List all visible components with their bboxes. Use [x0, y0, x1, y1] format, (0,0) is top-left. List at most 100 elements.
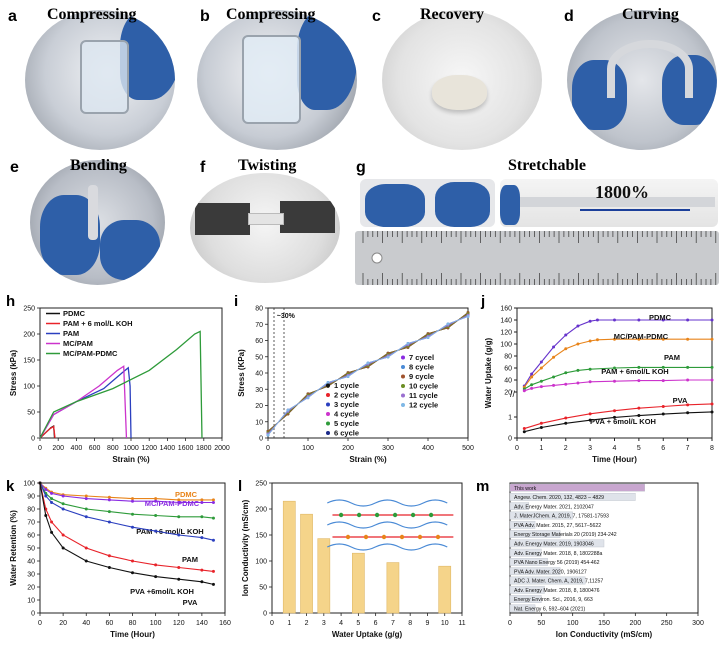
series-line — [267, 316, 469, 436]
legend-entry: PAM + 6 mol/L KOH — [63, 319, 133, 328]
data-point — [84, 494, 88, 498]
panel-title: Compressing — [47, 6, 137, 23]
data-point — [154, 563, 158, 567]
series-line — [267, 316, 469, 436]
panel-title: Bending — [70, 157, 127, 174]
polymer-chain — [327, 543, 448, 551]
legend-swatch — [401, 355, 405, 360]
legend-entry: 12 cycle — [409, 401, 438, 410]
polymer-chain — [327, 521, 448, 529]
data-point — [588, 418, 592, 422]
x-tick-label: 1 — [539, 445, 543, 452]
x-tick-label: 120 — [173, 620, 185, 627]
bar — [352, 552, 365, 614]
y-tick-label: 250 — [23, 306, 35, 313]
bar-label: PVA Adv. Mater. 2015, 27, 5617–5622 — [514, 523, 601, 529]
y-axis-label: Stress (KPa) — [237, 349, 246, 397]
data-point — [539, 426, 543, 429]
y-tick-label: 20 — [27, 585, 35, 592]
stretch-underline — [580, 209, 690, 211]
data-point — [710, 318, 714, 322]
y-tick-label: 80 — [504, 354, 512, 361]
series-line — [267, 314, 469, 435]
panel-letter: k — [6, 478, 15, 495]
data-point — [177, 533, 181, 537]
twisted-gel — [248, 213, 284, 225]
y-axis-label: Water Retention (%) — [9, 510, 18, 586]
data-point — [613, 409, 616, 413]
data-point — [564, 421, 568, 425]
data-point — [522, 430, 526, 434]
data-point — [637, 379, 641, 383]
data-point — [530, 375, 534, 379]
bar-label: J. MaterJChem. A, 2019, 7, 17581-17593 — [514, 514, 609, 520]
data-point — [552, 345, 556, 349]
panel-title: Stretchable — [508, 157, 586, 174]
y-tick-label: 40 — [27, 559, 35, 566]
bar — [317, 538, 331, 614]
x-tick-label: 100 — [150, 620, 162, 627]
legend-entry: 3 cycle — [334, 400, 359, 409]
x-tick-label: 7 — [391, 620, 395, 627]
legend-entry: 4 cycle — [334, 410, 359, 419]
y-tick-label: 60 — [27, 533, 35, 540]
y-tick-label: 0 — [508, 436, 512, 443]
data-point — [107, 554, 111, 558]
bar — [509, 585, 545, 594]
data-point — [710, 402, 714, 406]
series-label: PAM + 6mol/L KOH — [601, 367, 668, 376]
bar — [509, 558, 548, 566]
ruler-body — [355, 231, 719, 285]
x-tick-label: 5 — [637, 445, 641, 452]
y-tick-label: 80 — [255, 306, 263, 313]
data-point — [564, 333, 568, 337]
x-tick-label: 200 — [52, 445, 64, 452]
x-tick-label: 150 — [598, 620, 610, 627]
bar — [509, 539, 605, 548]
data-point — [211, 516, 215, 520]
x-tick-label: 10 — [441, 620, 449, 627]
data-point — [552, 383, 556, 387]
legend-entry: PDMC — [63, 309, 86, 318]
series-line — [267, 314, 469, 435]
data-point — [613, 318, 616, 322]
y-tick-label: 50 — [255, 354, 263, 361]
panel-title: Recovery — [420, 6, 484, 23]
x-axis-label: Ion Conductivity (mS/cm) — [556, 630, 653, 639]
data-point — [61, 546, 65, 550]
data-point — [539, 379, 543, 383]
x-tick-label: 3 — [322, 620, 326, 627]
panel-letter: j — [480, 293, 485, 310]
gloved-hand — [120, 10, 175, 100]
x-tick-label: 1200 — [141, 445, 157, 452]
data-point — [211, 501, 215, 504]
y-tick-label: 100 — [23, 384, 35, 391]
x-axis-label: Strain (%) — [112, 455, 150, 464]
data-point — [44, 514, 48, 517]
data-point — [686, 318, 690, 322]
x-tick-label: 5 — [356, 620, 360, 627]
data-point — [84, 515, 88, 519]
data-point — [564, 371, 568, 375]
bar-label: PVA Adv. Mater. 2020, 1906127 — [514, 569, 587, 575]
series-label: PDMC — [175, 490, 198, 499]
bar-label: ADC J. Mater. Chem. A, 2019, 7,11257 — [514, 579, 603, 585]
data-point — [177, 515, 181, 519]
bar — [509, 604, 536, 613]
legend-entry: 7 cycel — [409, 353, 434, 362]
panel-e: e Bending — [0, 155, 180, 285]
data-point — [107, 498, 111, 502]
data-point — [588, 319, 592, 323]
data-point — [84, 507, 88, 511]
x-axis-label: Strain (%) — [349, 455, 387, 464]
y-tick-label: 100 — [500, 342, 512, 349]
ion-dot — [417, 534, 423, 540]
photo-compressing-jar-2 — [197, 10, 357, 150]
bar-label: Nat. Energy 6, 592–604 (2021) — [514, 607, 586, 613]
legend-swatch — [401, 403, 405, 407]
data-point — [211, 538, 215, 542]
x-tick-label: 1400 — [160, 445, 176, 452]
bar-label: Adv. Energy Mater. 2018, 8, 1802288a — [514, 551, 603, 557]
data-point — [686, 337, 690, 341]
y-tick-label: 150 — [255, 533, 267, 540]
